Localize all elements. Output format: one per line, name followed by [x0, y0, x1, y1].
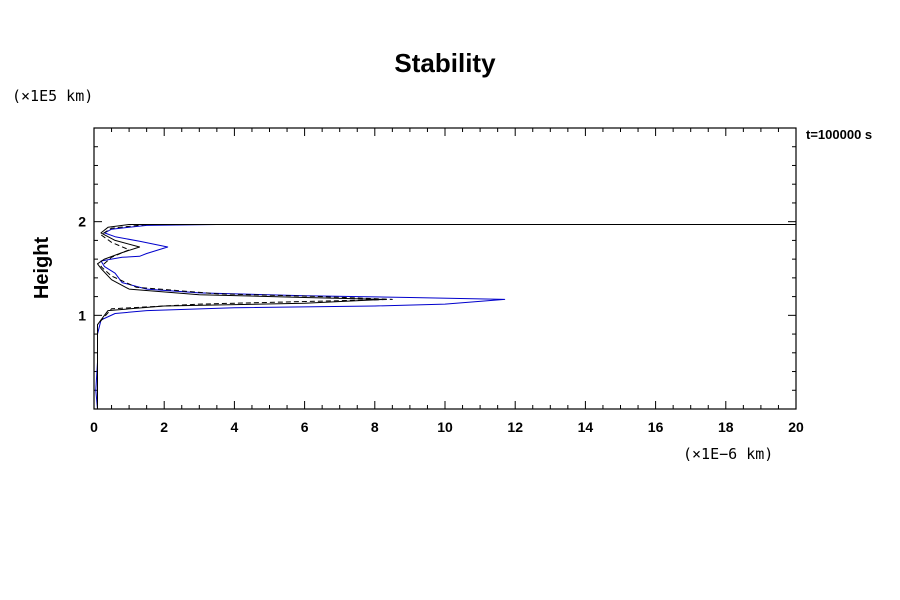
series-line-3: [97, 224, 796, 409]
plot-frame: [93, 127, 797, 410]
x-tick-label: 8: [371, 419, 379, 435]
chart-title: Stability: [394, 48, 496, 78]
y-tick-label: 2: [78, 214, 86, 230]
x-tick-label: 10: [437, 419, 453, 435]
x-tick-label: 18: [718, 419, 734, 435]
y-axis-label: Height: [31, 237, 53, 300]
x-tick-label: 0: [90, 419, 98, 435]
y-unit-label: (×1E5 km): [12, 87, 93, 105]
x-tick-label: 4: [231, 419, 239, 435]
x-tick-label: 6: [301, 419, 309, 435]
series-line-1: [95, 224, 796, 410]
x-tick-label: 20: [788, 419, 804, 435]
x-tick-label: 2: [160, 419, 168, 435]
x-tick-label: 16: [648, 419, 664, 435]
series-line-2: [97, 224, 796, 409]
series-lines: [95, 224, 796, 410]
time-label: t=100000 s: [806, 127, 872, 142]
y-tick-label: 1: [78, 307, 86, 323]
axis-ticks: [93, 127, 797, 410]
x-tick-label: 12: [507, 419, 523, 435]
x-tick-label: 14: [578, 419, 594, 435]
x-unit-label: (×1E−6 km): [683, 445, 773, 463]
